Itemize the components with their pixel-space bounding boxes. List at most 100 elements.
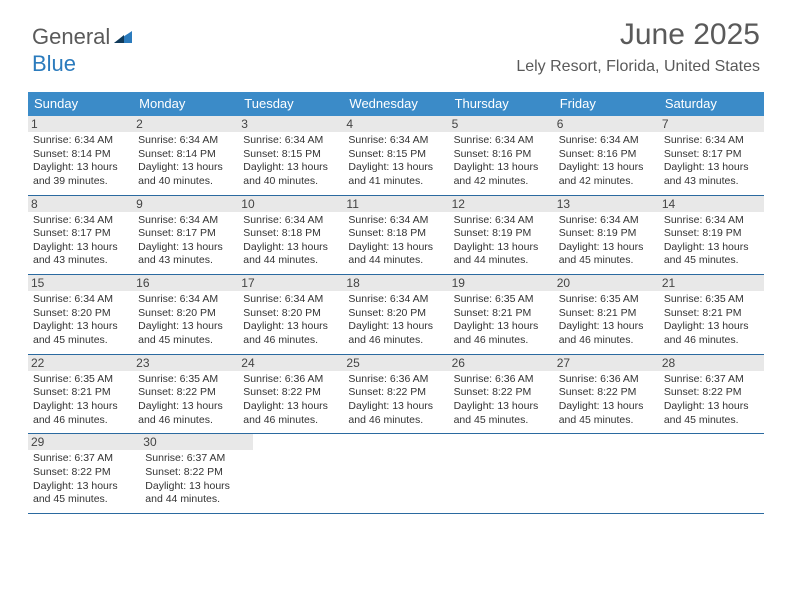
day-number: 19 — [449, 275, 554, 291]
day-cell: 11 Sunrise: 6:34 AMSunset: 8:18 PMDayligh… — [343, 196, 448, 275]
day-cell: 22 Sunrise: 6:35 AMSunset: 8:21 PMDayligh… — [28, 355, 133, 434]
empty-cell — [355, 434, 457, 513]
day-cell: 4Sunrise: 6:34 AMSunset: 8:15 PMDaylight… — [343, 116, 448, 195]
day-cell: 30Sunrise: 6:37 AMSunset: 8:22 PMDayligh… — [140, 434, 252, 513]
day-cell: 19 Sunrise: 6:35 AMSunset: 8:21 PMDayligh… — [449, 275, 554, 354]
day-header-cell: Monday — [133, 92, 238, 116]
day-details: Sunrise: 6:34 AMSunset: 8:19 PMDaylight:… — [664, 214, 759, 269]
day-number: 5 — [449, 116, 554, 132]
day-details: Sunrise: 6:37 AMSunset: 8:22 PMDaylight:… — [664, 373, 759, 428]
day-cell: 13 Sunrise: 6:34 AMSunset: 8:19 PMDayligh… — [554, 196, 659, 275]
empty-cell — [253, 434, 355, 513]
day-details: Sunrise: 6:34 AMSunset: 8:17 PMDaylight:… — [33, 214, 128, 269]
day-cell: 25 Sunrise: 6:36 AMSunset: 8:22 PMDayligh… — [343, 355, 448, 434]
calendar: SundayMondayTuesdayWednesdayThursdayFrid… — [28, 92, 764, 514]
day-details: Sunrise: 6:36 AMSunset: 8:22 PMDaylight:… — [454, 373, 549, 428]
day-header-cell: Tuesday — [238, 92, 343, 116]
day-details: Sunrise: 6:34 AMSunset: 8:14 PMDaylight:… — [138, 134, 233, 189]
page-title: June 2025 — [28, 18, 764, 52]
day-number: 6 — [554, 116, 659, 132]
day-cell: 16 Sunrise: 6:34 AMSunset: 8:20 PMDayligh… — [133, 275, 238, 354]
empty-cell — [559, 434, 661, 513]
day-number: 9 — [133, 196, 238, 212]
day-details: Sunrise: 6:34 AMSunset: 8:14 PMDaylight:… — [33, 134, 128, 189]
week-row: 15 Sunrise: 6:34 AMSunset: 8:20 PMDayligh… — [28, 275, 764, 355]
day-details: Sunrise: 6:34 AMSunset: 8:20 PMDaylight:… — [138, 293, 233, 348]
day-cell: 8Sunrise: 6:34 AMSunset: 8:17 PMDaylight… — [28, 196, 133, 275]
header: General Blue June 2025 Lely Resort, Flor… — [0, 0, 792, 82]
day-header-cell: Wednesday — [343, 92, 448, 116]
day-details: Sunrise: 6:34 AMSunset: 8:19 PMDaylight:… — [559, 214, 654, 269]
day-number: 22 — [28, 355, 133, 371]
day-details: Sunrise: 6:35 AMSunset: 8:21 PMDaylight:… — [33, 373, 128, 428]
day-number: 10 — [238, 196, 343, 212]
day-details: Sunrise: 6:35 AMSunset: 8:21 PMDaylight:… — [454, 293, 549, 348]
empty-cell — [457, 434, 559, 513]
day-number: 16 — [133, 275, 238, 291]
week-row: 29Sunrise: 6:37 AMSunset: 8:22 PMDayligh… — [28, 434, 764, 514]
day-details: Sunrise: 6:34 AMSunset: 8:16 PMDaylight:… — [454, 134, 549, 189]
day-details: Sunrise: 6:34 AMSunset: 8:20 PMDaylight:… — [33, 293, 128, 348]
day-details: Sunrise: 6:37 AMSunset: 8:22 PMDaylight:… — [145, 452, 247, 507]
week-row: 1 Sunrise: 6:34 AMSunset: 8:14 PMDaylight… — [28, 116, 764, 196]
day-details: Sunrise: 6:34 AMSunset: 8:15 PMDaylight:… — [348, 134, 443, 189]
logo: General Blue — [32, 24, 134, 77]
day-cell: 15 Sunrise: 6:34 AMSunset: 8:20 PMDayligh… — [28, 275, 133, 354]
day-details: Sunrise: 6:36 AMSunset: 8:22 PMDaylight:… — [348, 373, 443, 428]
week-row: 22 Sunrise: 6:35 AMSunset: 8:21 PMDayligh… — [28, 355, 764, 435]
day-cell: 20Sunrise: 6:35 AMSunset: 8:21 PMDayligh… — [554, 275, 659, 354]
day-cell: 29Sunrise: 6:37 AMSunset: 8:22 PMDayligh… — [28, 434, 140, 513]
day-header-cell: Thursday — [449, 92, 554, 116]
day-number: 17 — [238, 275, 343, 291]
day-number: 1 — [28, 116, 133, 132]
location-text: Lely Resort, Florida, United States — [28, 58, 764, 76]
day-details: Sunrise: 6:35 AMSunset: 8:21 PMDaylight:… — [664, 293, 759, 348]
day-number: 21 — [659, 275, 764, 291]
day-details: Sunrise: 6:35 AMSunset: 8:21 PMDaylight:… — [559, 293, 654, 348]
day-cell: 24 Sunrise: 6:36 AMSunset: 8:22 PMDayligh… — [238, 355, 343, 434]
day-cell: 5 Sunrise: 6:34 AMSunset: 8:16 PMDaylight… — [449, 116, 554, 195]
day-cell: 10Sunrise: 6:34 AMSunset: 8:18 PMDayligh… — [238, 196, 343, 275]
day-cell: 26 Sunrise: 6:36 AMSunset: 8:22 PMDayligh… — [449, 355, 554, 434]
day-header-cell: Saturday — [659, 92, 764, 116]
day-cell: 2 Sunrise: 6:34 AMSunset: 8:14 PMDaylight… — [133, 116, 238, 195]
day-cell: 14 Sunrise: 6:34 AMSunset: 8:19 PMDayligh… — [659, 196, 764, 275]
day-header-row: SundayMondayTuesdayWednesdayThursdayFrid… — [28, 92, 764, 116]
day-cell: 12Sunrise: 6:34 AMSunset: 8:19 PMDayligh… — [449, 196, 554, 275]
day-number: 24 — [238, 355, 343, 371]
day-details: Sunrise: 6:34 AMSunset: 8:15 PMDaylight:… — [243, 134, 338, 189]
day-number: 11 — [343, 196, 448, 212]
day-number: 23 — [133, 355, 238, 371]
day-details: Sunrise: 6:34 AMSunset: 8:19 PMDaylight:… — [454, 214, 549, 269]
day-number: 13 — [554, 196, 659, 212]
day-header-cell: Sunday — [28, 92, 133, 116]
day-number: 15 — [28, 275, 133, 291]
day-number: 28 — [659, 355, 764, 371]
day-number: 3 — [238, 116, 343, 132]
day-details: Sunrise: 6:34 AMSunset: 8:18 PMDaylight:… — [348, 214, 443, 269]
day-details: Sunrise: 6:34 AMSunset: 8:17 PMDaylight:… — [138, 214, 233, 269]
empty-cell — [662, 434, 764, 513]
day-number: 14 — [659, 196, 764, 212]
weeks-container: 1 Sunrise: 6:34 AMSunset: 8:14 PMDaylight… — [28, 116, 764, 514]
day-cell: 21 Sunrise: 6:35 AMSunset: 8:21 PMDayligh… — [659, 275, 764, 354]
day-details: Sunrise: 6:34 AMSunset: 8:20 PMDaylight:… — [348, 293, 443, 348]
day-cell: 18 Sunrise: 6:34 AMSunset: 8:20 PMDayligh… — [343, 275, 448, 354]
day-cell: 23 Sunrise: 6:35 AMSunset: 8:22 PMDayligh… — [133, 355, 238, 434]
day-details: Sunrise: 6:34 AMSunset: 8:16 PMDaylight:… — [559, 134, 654, 189]
day-number: 2 — [133, 116, 238, 132]
day-number: 26 — [449, 355, 554, 371]
day-details: Sunrise: 6:36 AMSunset: 8:22 PMDaylight:… — [243, 373, 338, 428]
day-number: 7 — [659, 116, 764, 132]
day-number: 25 — [343, 355, 448, 371]
day-cell: 3 Sunrise: 6:34 AMSunset: 8:15 PMDaylight… — [238, 116, 343, 195]
day-number: 18 — [343, 275, 448, 291]
day-details: Sunrise: 6:34 AMSunset: 8:17 PMDaylight:… — [664, 134, 759, 189]
day-cell: 17Sunrise: 6:34 AMSunset: 8:20 PMDayligh… — [238, 275, 343, 354]
day-cell: 1 Sunrise: 6:34 AMSunset: 8:14 PMDaylight… — [28, 116, 133, 195]
logo-text-2: Blue — [32, 51, 76, 76]
day-cell: 27Sunrise: 6:36 AMSunset: 8:22 PMDayligh… — [554, 355, 659, 434]
day-details: Sunrise: 6:37 AMSunset: 8:22 PMDaylight:… — [33, 452, 135, 507]
day-details: Sunrise: 6:35 AMSunset: 8:22 PMDaylight:… — [138, 373, 233, 428]
day-cell: 28 Sunrise: 6:37 AMSunset: 8:22 PMDayligh… — [659, 355, 764, 434]
